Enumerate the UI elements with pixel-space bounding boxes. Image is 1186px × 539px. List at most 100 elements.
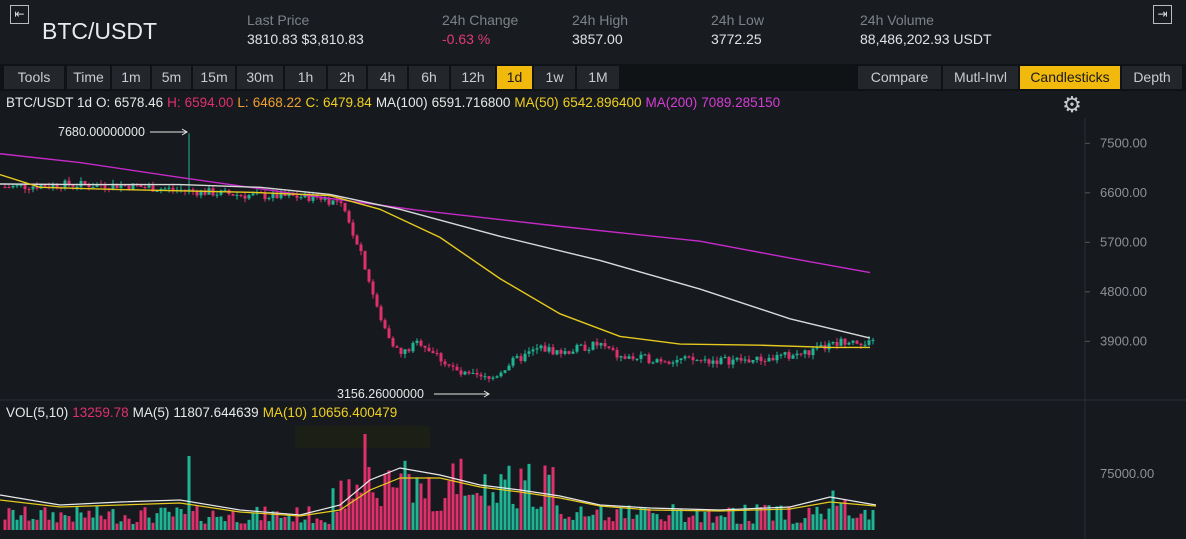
volume-bar (491, 492, 495, 530)
candle-body (87, 184, 91, 188)
volume-bar (667, 515, 671, 530)
toolbar-12h-button[interactable]: 12h (451, 66, 495, 89)
volume-bar (103, 519, 107, 530)
toolbar-time-button[interactable]: Time (67, 66, 110, 89)
candle-body (155, 190, 159, 192)
candle-body (639, 354, 643, 359)
candle-body (511, 357, 515, 366)
volume-bar (507, 465, 511, 530)
volume-bar (703, 511, 707, 530)
volume-bar (43, 507, 47, 530)
toolbar-mutl-invl-button[interactable]: Mutl-Invl (943, 66, 1018, 89)
toolbar-15m-button[interactable]: 15m (193, 66, 235, 89)
24h-change: 24h Change -0.63 % (442, 12, 518, 47)
volume-bar (547, 474, 551, 530)
volume-bar (847, 515, 851, 530)
candle-body (739, 357, 743, 361)
candle-body (375, 294, 379, 307)
candle-body (643, 354, 647, 356)
volume-bar (747, 520, 751, 530)
volume-bar (279, 517, 283, 530)
toolbar-1h-button[interactable]: 1h (285, 66, 326, 89)
candle-body (827, 343, 831, 350)
max-price-arrowhead (181, 128, 188, 136)
candle-body (535, 348, 539, 350)
volume-bar (539, 506, 543, 530)
volume-tick-label: 75000.00 (1100, 466, 1154, 481)
candle-body (359, 244, 363, 252)
volume-bar (55, 522, 59, 530)
candle-body (439, 353, 443, 362)
candle-body (735, 357, 739, 360)
volume-bar (647, 508, 651, 530)
volume-bar (807, 507, 811, 530)
vol-label: VOL(5,10) (6, 405, 69, 420)
candle-body (747, 359, 751, 363)
candle-body (591, 341, 595, 350)
candle-body (71, 185, 75, 187)
volume-bar (603, 520, 607, 530)
toolbar-1w-button[interactable]: 1w (534, 66, 575, 89)
volume-bar (671, 504, 675, 530)
volume-bar (315, 518, 319, 530)
stat-label: Last Price (247, 12, 310, 28)
volume-bar (735, 523, 739, 530)
volume-bar (711, 522, 715, 530)
toolbar-6h-button[interactable]: 6h (409, 66, 449, 89)
volume-bar (559, 514, 563, 530)
toolbar-depth-button[interactable]: Depth (1122, 66, 1182, 89)
candle-body (15, 185, 19, 187)
candle-body (415, 340, 419, 343)
volume-bar (11, 509, 15, 530)
volume-bar (723, 517, 727, 530)
volume-bar (551, 467, 555, 530)
gear-icon[interactable]: ⚙ (1062, 93, 1082, 118)
candle-body (451, 365, 455, 367)
candle-body (579, 344, 583, 346)
ma50-value: 6542.896400 (562, 95, 642, 110)
volume-bar (555, 505, 559, 530)
collapse-left-icon[interactable]: ⇤ (10, 5, 29, 24)
collapse-right-icon[interactable]: ⇥ (1153, 5, 1172, 24)
high-label: H: (167, 95, 181, 110)
candle-body (571, 351, 575, 354)
candle-body (387, 328, 391, 339)
toolbar-tools-button[interactable]: Tools (4, 66, 64, 89)
candle-body (7, 187, 11, 189)
toolbar-5m-button[interactable]: 5m (152, 66, 191, 89)
candle-body (623, 356, 627, 359)
volume-bar (91, 517, 95, 530)
volume-bar (67, 516, 71, 530)
candle-body (707, 359, 711, 364)
toolbar-candlesticks-button[interactable]: Candlesticks (1020, 66, 1120, 89)
toolbar-compare-button[interactable]: Compare (858, 66, 941, 89)
volume-bar (163, 507, 167, 530)
volume-bar (739, 523, 743, 530)
volume-bar (187, 456, 191, 530)
candle-body (659, 359, 663, 362)
toolbar-1m-button[interactable]: 1m (112, 66, 150, 89)
volume-bar (31, 518, 35, 530)
volume-bar (487, 505, 491, 530)
volume-bar (727, 507, 731, 530)
toolbar-30m-button[interactable]: 30m (237, 66, 283, 89)
volume-bar (407, 474, 411, 530)
volume-bar (791, 523, 795, 530)
candle-body (307, 193, 311, 201)
volume-bar (355, 484, 359, 530)
volume-bar (471, 494, 475, 530)
volume-bar (459, 458, 463, 530)
candle-body (675, 359, 679, 363)
toolbar-4h-button[interactable]: 4h (368, 66, 407, 89)
toolbar-1d-button[interactable]: 1d (497, 66, 532, 89)
volume-bar (843, 499, 847, 530)
candle-body (867, 340, 871, 345)
vol-value-highlight (295, 426, 430, 448)
candle-body (407, 349, 411, 352)
toolbar-2h-button[interactable]: 2h (328, 66, 366, 89)
volume-bar (543, 465, 547, 530)
toolbar-1m-button[interactable]: 1M (577, 66, 619, 89)
candle-body (575, 344, 579, 352)
candle-body (599, 343, 603, 346)
